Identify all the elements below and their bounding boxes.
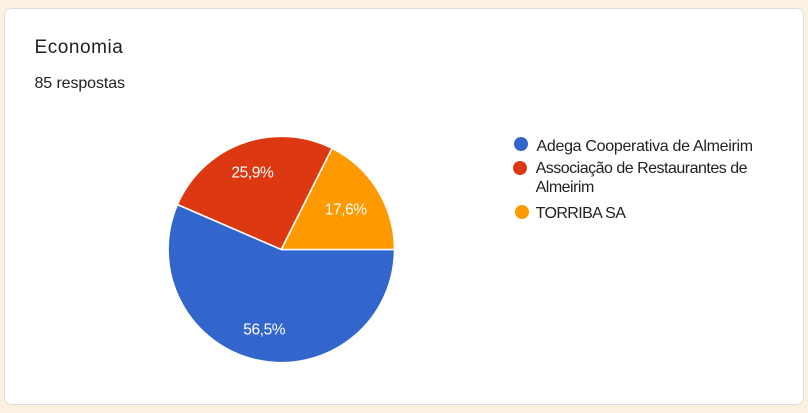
svg-text:56,5%: 56,5% <box>243 321 286 338</box>
svg-text:17,6%: 17,6% <box>325 201 368 218</box>
svg-text:25,9%: 25,9% <box>231 165 274 182</box>
